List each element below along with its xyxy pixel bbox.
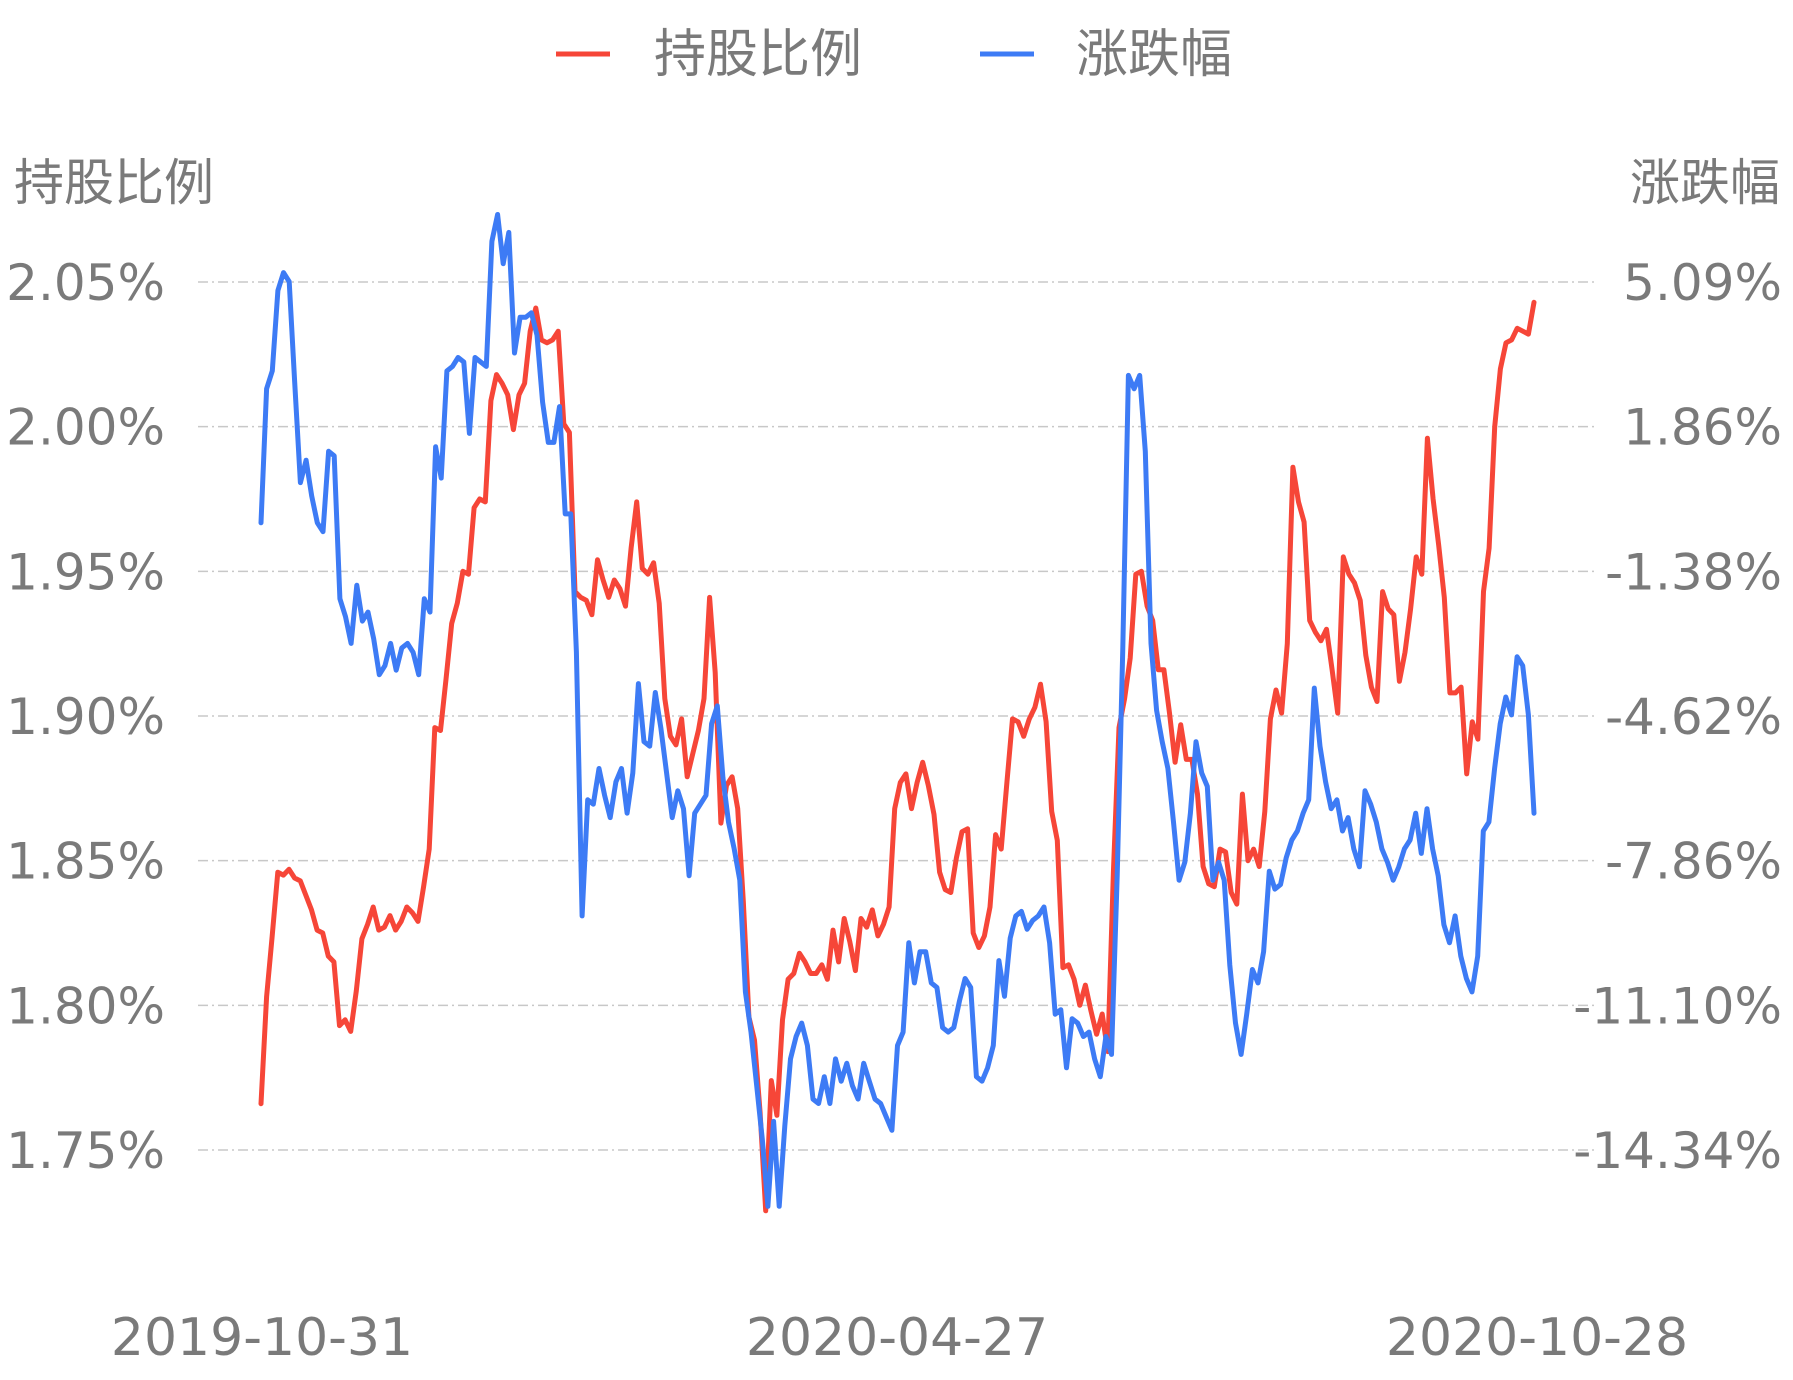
y-left-tick-label: 2.05% bbox=[6, 254, 165, 312]
x-tick-label: 2020-04-27 bbox=[746, 1308, 1048, 1368]
y-right-tick-label: -1.38% bbox=[1605, 543, 1782, 601]
y-left-tick-label: 2.00% bbox=[6, 399, 165, 457]
y-right-tick-label: -7.86% bbox=[1605, 833, 1782, 891]
y-left-axis-title: 持股比例 bbox=[14, 154, 214, 212]
x-tick-label: 2020-10-28 bbox=[1386, 1308, 1688, 1368]
y-right-tick-label: 5.09% bbox=[1623, 254, 1782, 312]
y-right-tick-label: -14.34% bbox=[1573, 1122, 1782, 1180]
legend-label-change: 涨跌幅 bbox=[1076, 25, 1232, 85]
x-ticks: 2019-10-31 2020-04-27 2020-10-28 bbox=[111, 1308, 1688, 1368]
y-left-tick-label: 1.80% bbox=[6, 977, 165, 1035]
y-right-ticks: 5.09% 1.86% -1.38% -4.62% -7.86% -11.10% -14.3… bbox=[1573, 254, 1782, 1180]
grid-lines bbox=[198, 281, 1598, 1151]
series-line-holding bbox=[258, 299, 1537, 1214]
legend: 持股比例 涨跌幅 bbox=[556, 25, 1232, 85]
y-left-tick-label: 1.85% bbox=[6, 833, 165, 891]
y-right-tick-label: 1.86% bbox=[1623, 399, 1782, 457]
series-line-change bbox=[258, 212, 1537, 1209]
y-right-tick-label: -11.10% bbox=[1573, 977, 1782, 1035]
y-left-tick-label: 1.75% bbox=[6, 1122, 165, 1180]
y-right-axis-title: 涨跌幅 bbox=[1630, 154, 1780, 212]
x-tick-label: 2019-10-31 bbox=[111, 1308, 413, 1368]
series-layer bbox=[258, 212, 1537, 1214]
y-right-tick-label: -4.62% bbox=[1605, 688, 1782, 746]
y-left-tick-label: 1.90% bbox=[6, 688, 165, 746]
y-left-tick-label: 1.95% bbox=[6, 543, 165, 601]
legend-label-holding: 持股比例 bbox=[654, 25, 862, 85]
y-left-ticks: 2.05% 2.00% 1.95% 1.90% 1.85% 1.80% 1.75% bbox=[6, 254, 165, 1180]
